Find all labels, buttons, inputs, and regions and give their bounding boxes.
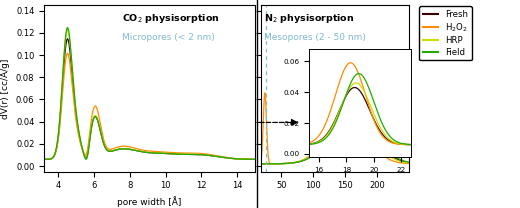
Text: Mesopores (2 - 50 nm): Mesopores (2 - 50 nm)	[264, 33, 366, 42]
Text: CO$_2$ physisorption: CO$_2$ physisorption	[122, 12, 220, 25]
Legend: Fresh, H$_2$O$_2$, HRP, Field: Fresh, H$_2$O$_2$, HRP, Field	[420, 6, 472, 60]
Y-axis label: dV(r) [cc/A/g]: dV(r) [cc/A/g]	[2, 58, 10, 119]
Text: N$_2$ physisorption: N$_2$ physisorption	[264, 12, 355, 25]
X-axis label: pore width [Å]: pore width [Å]	[118, 196, 181, 207]
Text: Micropores (< 2 nm): Micropores (< 2 nm)	[122, 33, 215, 42]
